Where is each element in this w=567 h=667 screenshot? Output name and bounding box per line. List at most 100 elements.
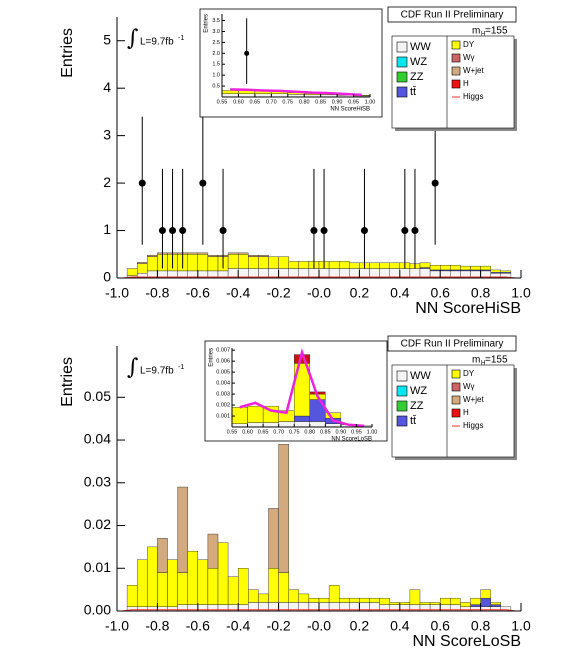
- y-tick-label: 0.003: [216, 392, 230, 398]
- x-tick-label: 0.4: [390, 618, 410, 634]
- y-tick-label: 3.0: [212, 29, 220, 35]
- mass-subscript: H: [481, 361, 485, 367]
- x-tick-label: -0.4: [226, 285, 250, 301]
- legend-label: W+jet: [463, 66, 484, 75]
- stack-bar: [262, 422, 279, 428]
- stack-bar: [480, 606, 491, 612]
- data-point: [138, 179, 146, 187]
- stack-bar: [227, 254, 239, 269]
- stack-bar: [389, 602, 401, 605]
- stack-bar: [480, 597, 491, 607]
- mass-subscript: H: [481, 32, 485, 38]
- legend-label: H: [463, 79, 469, 88]
- stack-bar: [248, 255, 259, 257]
- legend-label: Higgs: [463, 92, 483, 101]
- stack-bar: [136, 606, 148, 612]
- stack-bar: [237, 254, 249, 269]
- stack-bar: [258, 256, 269, 269]
- y-tick-label: 1.0: [212, 73, 220, 79]
- data-point: [199, 179, 207, 187]
- y-tick-label: 3.5: [212, 18, 220, 24]
- mass-label: m: [472, 355, 480, 366]
- x-tick-label: 1.0: [511, 285, 531, 301]
- x-tick-label: 1.00: [365, 99, 376, 105]
- x-tick-label: -0.0: [307, 618, 331, 634]
- x-tick-label: -0.2: [267, 285, 291, 301]
- x-tick-label: -0.6: [186, 285, 210, 301]
- stack-bar: [167, 559, 178, 607]
- stack-bar: [237, 252, 249, 255]
- mass-value: =155: [485, 355, 508, 366]
- data-point: [411, 227, 419, 235]
- x-tick-label: 0.75: [282, 99, 293, 105]
- x-tick-label: 1.00: [367, 429, 378, 435]
- experiment-label: CDF Run II Preliminary: [401, 10, 504, 21]
- data-point: [219, 227, 227, 235]
- x-tick-label: 0.2: [350, 285, 370, 301]
- data-point: [244, 50, 250, 56]
- stack-bar: [470, 606, 481, 612]
- stack-bar: [389, 262, 401, 269]
- data-point: [158, 227, 166, 235]
- legend-swatch: [396, 56, 408, 68]
- x-tick-label: 0.65: [250, 99, 261, 105]
- stack-bar: [136, 559, 148, 607]
- x-tick-label: 0.95: [351, 429, 362, 435]
- stack-bar: [349, 262, 360, 269]
- y-tick-label: 3: [103, 126, 111, 142]
- stack-bar: [490, 269, 502, 273]
- legend-swatch: [396, 71, 408, 83]
- y-tick-label: 0.005: [216, 370, 230, 376]
- y-tick-label: 0.004: [216, 381, 230, 387]
- y-tick-label: 2.5: [212, 40, 220, 46]
- stack-bar: [248, 589, 259, 603]
- mass-label: m: [472, 26, 480, 37]
- legend-label: ZZ: [410, 71, 424, 83]
- y-tick-label: 0.5: [212, 84, 220, 90]
- x-tick-label: 0.80: [299, 99, 310, 105]
- stack-bar: [258, 255, 269, 257]
- legend-swatch: [451, 395, 461, 405]
- legend-label: Wγ: [463, 53, 475, 62]
- x-tick-label: 0.60: [242, 429, 253, 435]
- legend-swatch: [451, 40, 461, 50]
- stack-bar: [339, 597, 350, 603]
- x-tick-label: 0.6: [430, 618, 450, 634]
- stack-bar: [157, 606, 168, 612]
- legend-swatch: [451, 369, 461, 379]
- x-tick-label: -0.0: [307, 285, 331, 301]
- luminosity-exponent: -1: [178, 364, 184, 371]
- experiment-box: [387, 335, 517, 352]
- legend-swatch: [396, 370, 408, 382]
- y-axis-title: Entries: [59, 357, 76, 407]
- legend-label: H: [463, 408, 469, 417]
- legend-label: DY: [463, 40, 475, 49]
- x-axis-title: NN ScoreLoSB: [331, 437, 372, 443]
- y-tick-label: 0.00: [84, 602, 111, 618]
- stack-bar: [136, 263, 148, 274]
- stack-bar: [328, 585, 340, 603]
- stack-bar: [470, 597, 481, 605]
- integral-sign: ∫: [127, 355, 139, 380]
- stack-bar: [268, 508, 279, 569]
- stack-bar: [379, 597, 390, 605]
- y-axis-title: Entries: [204, 14, 210, 33]
- legend-swatch: [396, 385, 408, 397]
- x-tick-label: 0.85: [315, 99, 326, 105]
- stack-bar: [197, 252, 209, 255]
- legend-swatch: [451, 66, 461, 76]
- legend-label: WZ: [410, 56, 427, 68]
- stack-bar: [147, 255, 158, 257]
- stack-bar: [460, 606, 471, 612]
- stack-bar: [221, 90, 239, 94]
- stack-bar: [369, 597, 380, 603]
- x-tick-label: -0.8: [145, 618, 169, 634]
- y-tick-label: 2.0: [212, 51, 220, 57]
- legend-label: DY: [463, 369, 475, 378]
- stack-bar: [419, 602, 431, 605]
- stack-bar: [500, 270, 512, 273]
- stack-bar: [480, 265, 491, 271]
- legend-label: WW: [410, 370, 431, 382]
- x-tick-label: 0.95: [348, 99, 359, 105]
